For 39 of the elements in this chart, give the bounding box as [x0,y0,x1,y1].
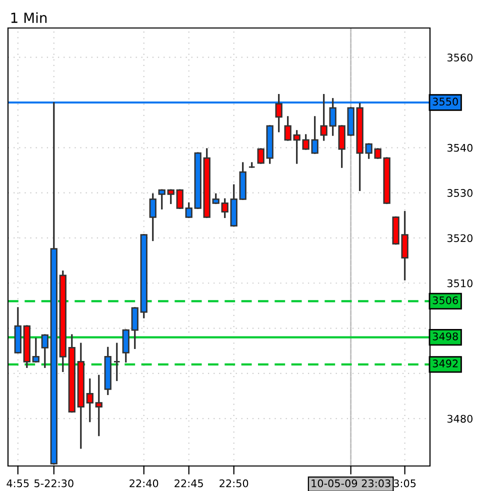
candlestick [41,334,48,368]
candlestick [95,374,102,436]
candlestick [257,148,264,164]
ref-line-label: 3498 [432,332,458,340]
x-tick-label: 10-05-09 23:03 [312,479,390,488]
candlestick [248,162,256,168]
ref-line-label: 3492 [432,360,458,368]
candlestick [113,342,120,382]
y-tick-label: 3520 [447,234,472,242]
y-tick-label: 3510 [447,279,472,288]
y-tick-label: 3540 [447,144,472,152]
x-tick-label: 22:40 [130,479,158,488]
candlestick [293,130,300,164]
y-tick-label: 3560 [447,54,472,62]
x-tick-label: 22:45 [174,479,203,488]
candlestick [311,116,318,154]
candlestick [302,134,310,150]
candlestick [131,307,138,349]
candlestick [212,193,220,204]
candlestick [158,189,166,210]
x-tick-label: 4:55 [6,480,29,488]
ref-line-label: 3550 [432,98,458,106]
candlestick [122,329,130,363]
candlestick [221,198,228,218]
candlestick [32,338,40,363]
candlestick [149,193,156,242]
x-tick-label: 3:05 [394,479,416,488]
x-tick-label: 5-22:30 [34,479,74,488]
x-tick-label: 22:50 [220,479,248,488]
y-tick-label: 3530 [447,189,472,197]
candlestick [176,189,184,209]
candlestick [275,94,282,132]
candlestick [185,202,192,218]
ref-line-label: 3506 [432,296,458,304]
candlestick [284,116,292,141]
candlestick [86,378,94,422]
chart-title: 1 Min [11,12,47,23]
candlestick [167,189,174,204]
y-tick-label: 3480 [447,414,472,423]
